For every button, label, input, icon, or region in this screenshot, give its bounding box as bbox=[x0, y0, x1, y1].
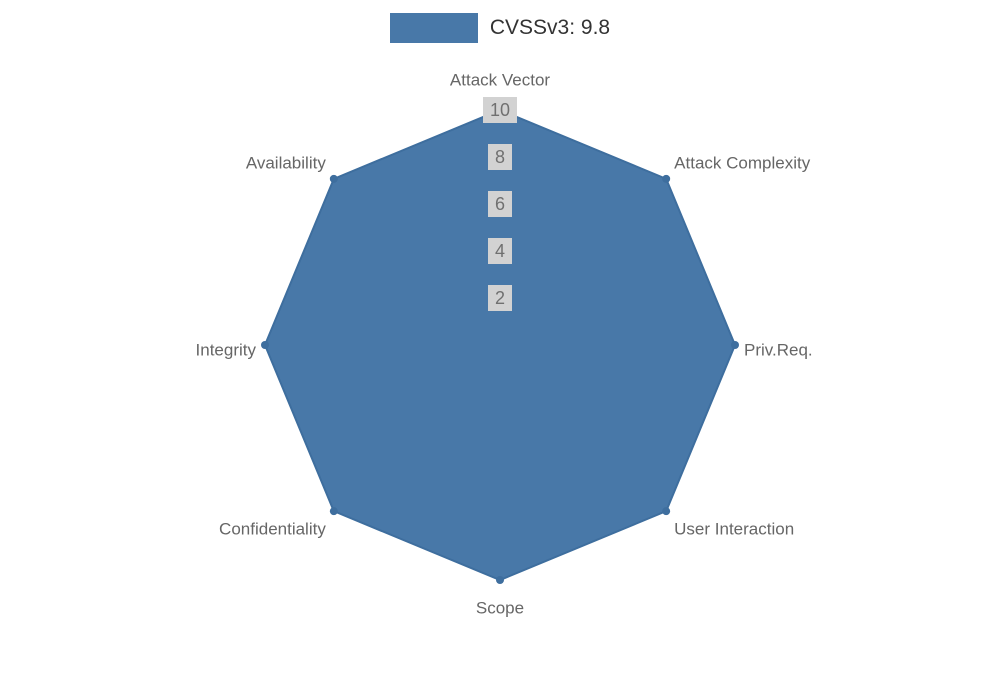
radial-tick-label-6: 6 bbox=[495, 194, 505, 214]
chart-legend: CVSSv3: 9.8 bbox=[0, 13, 1000, 43]
radial-tick-label-8: 8 bbox=[495, 147, 505, 167]
axis-label-scope: Scope bbox=[476, 599, 524, 618]
radial-tick-label-2: 2 bbox=[495, 288, 505, 308]
radial-tick-bg-10 bbox=[483, 97, 517, 123]
radar-series-marker-user-interaction bbox=[662, 507, 671, 516]
radar-series-marker-attack-complexity bbox=[662, 174, 671, 183]
radar-series-marker-confidentiality bbox=[329, 507, 338, 516]
axis-label-attack-complexity: Attack Complexity bbox=[674, 153, 811, 172]
radial-tick-label-4: 4 bbox=[495, 241, 505, 261]
radial-tick-bg-6 bbox=[488, 191, 512, 217]
radar-series-marker-priv-req bbox=[731, 341, 739, 349]
axis-label-attack-vector: Attack Vector bbox=[450, 71, 550, 90]
axis-label-priv-req: Priv.Req. bbox=[744, 341, 813, 360]
axis-label-user-interaction: User Interaction bbox=[674, 520, 794, 539]
legend-swatch bbox=[389, 13, 478, 43]
radar-series-marker-availability bbox=[329, 174, 338, 183]
radial-tick-label-10: 10 bbox=[490, 100, 510, 120]
radar-series-marker-integrity bbox=[261, 341, 269, 349]
legend-label: CVSSv3: 9.8 bbox=[489, 16, 611, 39]
radar-series-marker-scope bbox=[496, 576, 504, 584]
axis-label-integrity: Integrity bbox=[196, 341, 257, 360]
radial-tick-bg-4 bbox=[488, 238, 512, 264]
radial-tick-bg-2 bbox=[488, 285, 512, 311]
radial-tick-bg-8 bbox=[488, 144, 512, 170]
axis-label-availability: Availability bbox=[246, 153, 327, 172]
axis-label-confidentiality: Confidentiality bbox=[219, 520, 326, 539]
